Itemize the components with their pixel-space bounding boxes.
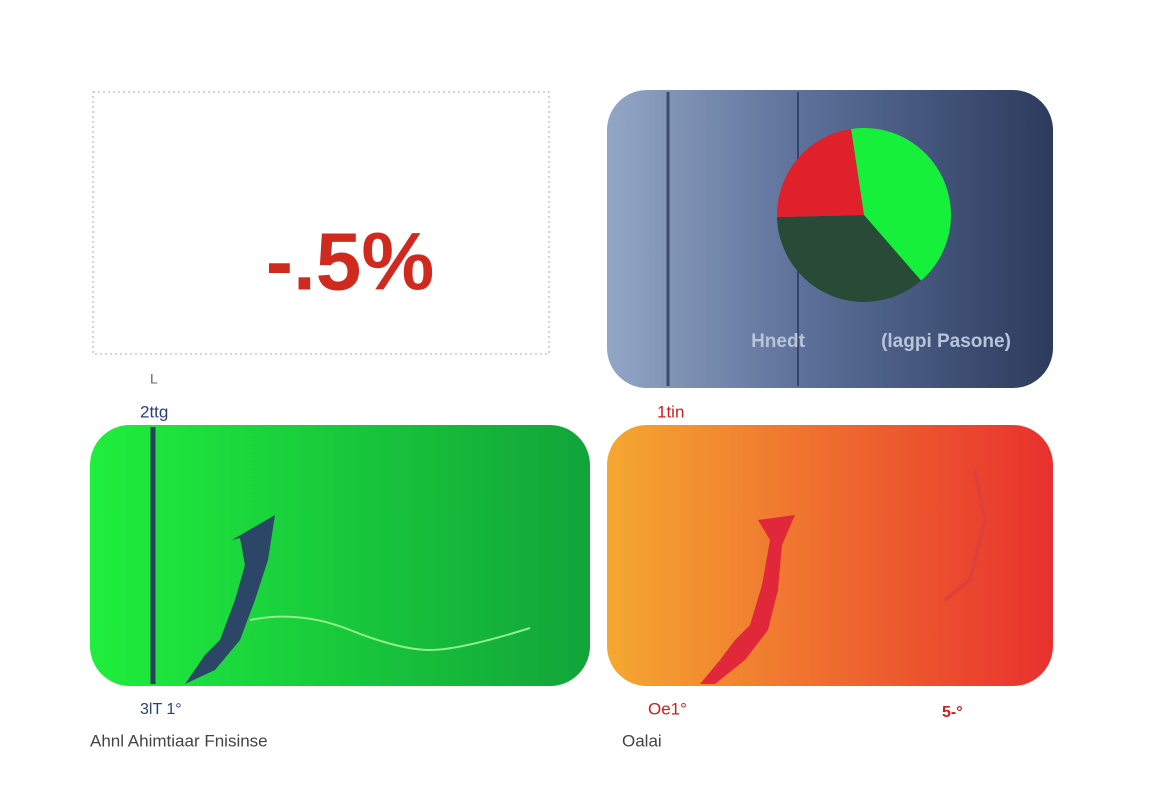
trend-arrow bbox=[185, 515, 275, 684]
end-value: 5-° bbox=[942, 704, 963, 721]
trend-line bbox=[249, 615, 531, 652]
kpi-frame bbox=[92, 91, 550, 355]
legend-item: (lagpi Pasone) bbox=[881, 331, 1011, 352]
pie-slice bbox=[776, 128, 864, 218]
trend-line bbox=[943, 469, 988, 602]
pie-chart bbox=[776, 128, 951, 302]
footer-text: Ahnl Ahimtiaar Fnisinse bbox=[90, 731, 268, 750]
growth-panel bbox=[90, 425, 590, 686]
footer-value: 3lT 1° bbox=[140, 701, 182, 718]
footer-text: Oalai bbox=[622, 731, 662, 750]
pie-slice bbox=[777, 215, 922, 302]
pie-slice bbox=[850, 128, 951, 281]
kpi-value: -.5% bbox=[266, 217, 435, 308]
legend-item: Hnedt bbox=[751, 331, 806, 352]
decline-panel bbox=[607, 425, 1053, 686]
trend-arrow bbox=[700, 515, 795, 684]
footer-value: Oe1° bbox=[648, 699, 687, 718]
caption: 2ttg bbox=[140, 402, 168, 421]
axis-mark: L bbox=[150, 371, 158, 387]
caption: 1tin bbox=[657, 402, 684, 421]
